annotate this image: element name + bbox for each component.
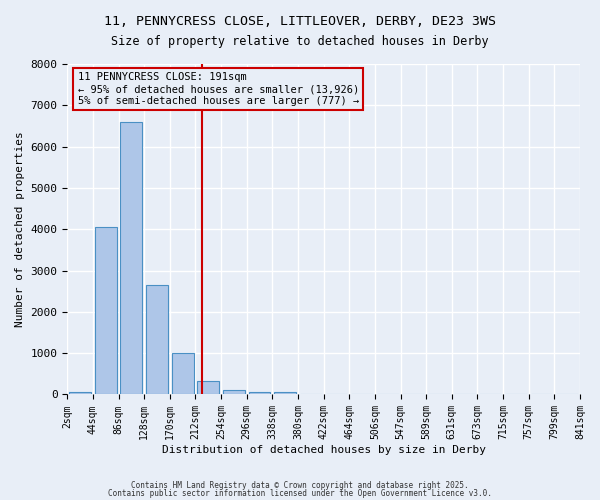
Bar	[95, 227, 116, 394]
Y-axis label: Number of detached properties: Number of detached properties	[15, 132, 25, 327]
Text: Size of property relative to detached houses in Derby: Size of property relative to detached ho…	[111, 35, 489, 48]
Text: Contains public sector information licensed under the Open Government Licence v3: Contains public sector information licen…	[108, 488, 492, 498]
Text: 11 PENNYCRESS CLOSE: 191sqm
← 95% of detached houses are smaller (13,926)
5% of : 11 PENNYCRESS CLOSE: 191sqm ← 95% of det…	[77, 72, 359, 106]
Bar	[248, 392, 271, 394]
Bar	[172, 353, 194, 395]
Bar	[121, 122, 142, 394]
Bar	[274, 392, 296, 394]
Text: 11, PENNYCRESS CLOSE, LITTLEOVER, DERBY, DE23 3WS: 11, PENNYCRESS CLOSE, LITTLEOVER, DERBY,…	[104, 15, 496, 28]
Bar	[197, 381, 219, 394]
Bar	[146, 285, 168, 395]
X-axis label: Distribution of detached houses by size in Derby: Distribution of detached houses by size …	[161, 445, 485, 455]
Bar	[223, 390, 245, 394]
Bar	[69, 392, 91, 394]
Text: Contains HM Land Registry data © Crown copyright and database right 2025.: Contains HM Land Registry data © Crown c…	[131, 481, 469, 490]
